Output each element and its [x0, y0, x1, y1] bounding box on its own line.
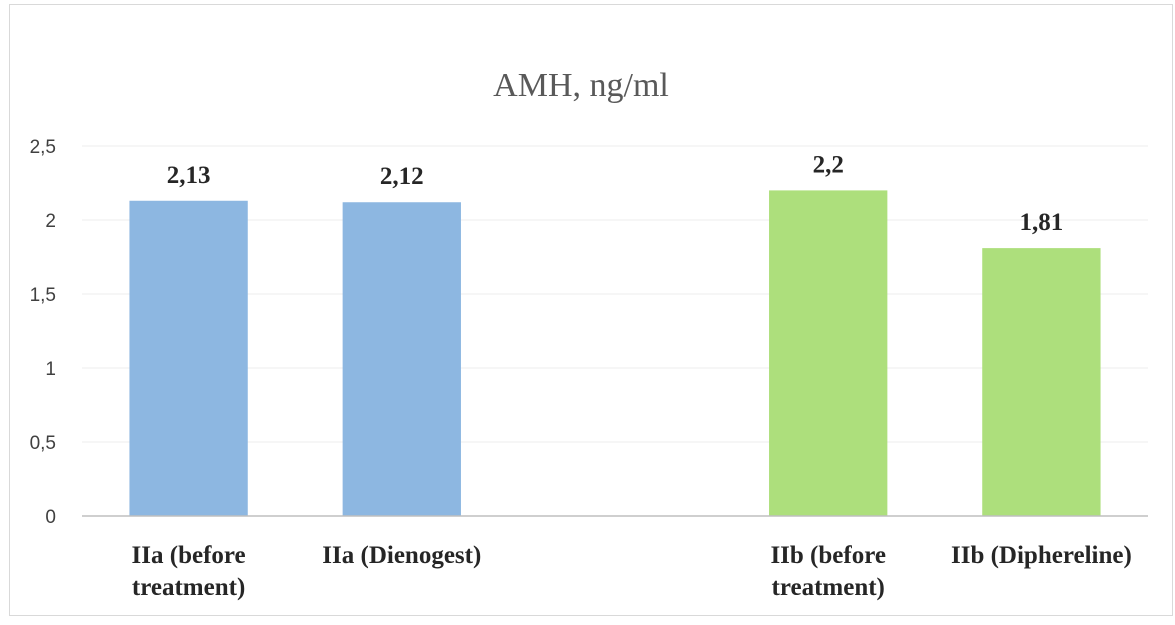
data-label: 1,81	[1020, 209, 1064, 236]
bar	[769, 190, 888, 516]
y-tick-label: 1,5	[30, 285, 56, 306]
y-tick-label: 1	[45, 359, 56, 380]
gridlines	[82, 145, 1148, 443]
data-label: 2,13	[167, 162, 211, 189]
data-labels: 2,13 2,12 2,2 1,81	[167, 151, 1064, 236]
bar	[342, 202, 461, 517]
y-axis-ticks: 0 0,5 1 1,5 2 2,5	[30, 137, 56, 528]
bar	[129, 200, 248, 516]
x-category-label: treatment)	[132, 574, 245, 601]
x-category-label: IIa (before	[132, 542, 246, 569]
y-tick-label: 0	[45, 507, 56, 528]
y-tick-label: 2,5	[30, 137, 56, 158]
y-tick-label: 0,5	[30, 433, 56, 454]
x-category-label: treatment)	[772, 574, 885, 601]
bars	[129, 190, 1101, 517]
x-axis-categories: IIa (before treatment) IIa (Dienogest) IIb …	[132, 542, 1132, 601]
data-label: 2,12	[380, 163, 424, 190]
data-label: 2,2	[813, 151, 844, 178]
bar	[982, 248, 1101, 516]
x-category-label: IIa (Dienogest)	[322, 542, 481, 569]
y-tick-label: 2	[45, 211, 56, 232]
x-category-label: IIb (before	[770, 542, 886, 569]
x-category-label: IIb (Diphereline)	[951, 542, 1132, 569]
chart-title: AMH, ng/ml	[493, 67, 669, 104]
